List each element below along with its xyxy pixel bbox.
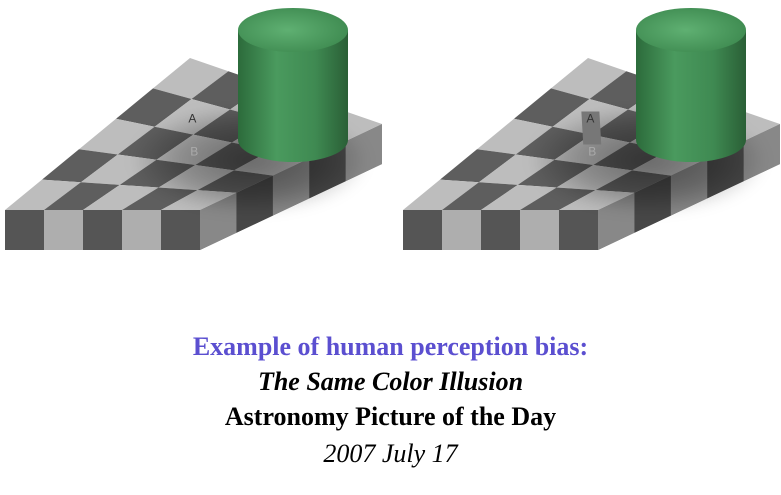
connector-strip <box>581 111 602 145</box>
checker-square <box>442 182 518 210</box>
checker-square <box>116 88 192 127</box>
green-cylinder <box>636 30 746 162</box>
checker-square <box>79 118 155 155</box>
checker-square <box>440 149 516 183</box>
caption-line-2: The Same Color Illusion <box>257 367 524 396</box>
board-edge-stripe <box>520 210 559 250</box>
board-edge-stripe <box>83 210 122 250</box>
square-label-a: A <box>188 111 196 125</box>
board-edge-stripe <box>161 210 200 250</box>
green-cylinder <box>238 30 348 162</box>
board-edge-stripe <box>5 210 44 250</box>
checker-square <box>5 179 81 210</box>
left-checkerboard-panel: AB <box>5 8 382 250</box>
board-edge-stripe <box>44 210 83 250</box>
board-edge-stripe <box>481 210 520 250</box>
board-edge-stripe <box>403 210 442 250</box>
checker-square <box>514 88 590 127</box>
board-edge-stripe <box>559 210 598 250</box>
checker-square <box>42 149 118 183</box>
board-edge-stripe <box>122 210 161 250</box>
square-label-b: B <box>588 145 596 159</box>
caption-line-4: 2007 July 17 <box>323 439 458 468</box>
square-label-a: A <box>586 111 594 125</box>
checker-square <box>477 118 553 155</box>
cylinder-top <box>238 8 348 52</box>
cylinder-top <box>636 8 746 52</box>
square-label-b: B <box>190 145 198 159</box>
checker-square <box>153 58 229 99</box>
checker-square <box>481 184 557 210</box>
caption-line-1: Example of human perception bias: <box>192 332 589 361</box>
checker-square <box>83 184 159 210</box>
caption-line-3: Astronomy Picture of the Day <box>224 402 557 431</box>
board-edge-stripe <box>442 210 481 250</box>
right-checkerboard-panel: AB <box>403 8 780 250</box>
checker-square <box>44 182 120 210</box>
checker-square <box>551 58 627 99</box>
checker-square <box>403 179 479 210</box>
